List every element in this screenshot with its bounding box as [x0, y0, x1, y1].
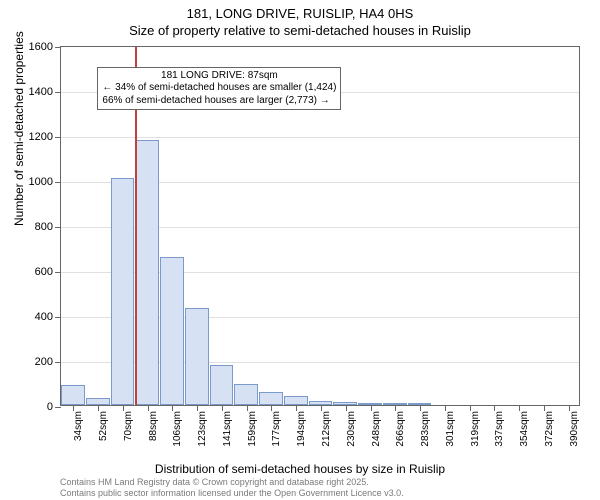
- x-tick-label: 266sqm: [395, 411, 406, 451]
- x-tick-label: 177sqm: [271, 411, 282, 451]
- x-tick-label: 159sqm: [247, 411, 258, 451]
- histogram-bar: [185, 308, 209, 405]
- footer-line: Contains HM Land Registry data © Crown c…: [60, 477, 404, 487]
- footer-attribution: Contains HM Land Registry data © Crown c…: [60, 477, 404, 498]
- y-tick: [55, 272, 61, 273]
- histogram-bar: [111, 178, 135, 405]
- y-tick: [55, 407, 61, 408]
- chart-title-sub: Size of property relative to semi-detach…: [0, 21, 600, 38]
- histogram-bar: [86, 398, 110, 405]
- y-tick: [55, 227, 61, 228]
- y-tick: [55, 182, 61, 183]
- y-tick-label: 600: [35, 266, 53, 278]
- x-tick-label: 106sqm: [172, 411, 183, 451]
- footer-line: Contains public sector information licen…: [60, 488, 404, 498]
- x-tick-label: 354sqm: [519, 411, 530, 451]
- y-tick: [55, 362, 61, 363]
- histogram-bar: [61, 385, 85, 405]
- annotation-box: 181 LONG DRIVE: 87sqm← 34% of semi-detac…: [97, 67, 341, 111]
- x-tick-label: 283sqm: [420, 411, 431, 451]
- chart-title-main: 181, LONG DRIVE, RUISLIP, HA4 0HS: [0, 0, 600, 21]
- histogram-bar: [259, 392, 283, 406]
- x-axis-label: Distribution of semi-detached houses by …: [0, 462, 600, 476]
- y-tick: [55, 137, 61, 138]
- y-tick-label: 1200: [29, 131, 53, 143]
- histogram-bar: [160, 257, 184, 406]
- y-tick-label: 400: [35, 311, 53, 323]
- y-tick-label: 800: [35, 221, 53, 233]
- x-tick-label: 301sqm: [445, 411, 456, 451]
- x-tick-label: 372sqm: [544, 411, 555, 451]
- histogram-bar: [135, 140, 159, 406]
- histogram-bar: [234, 384, 258, 405]
- x-tick-label: 88sqm: [148, 411, 159, 451]
- x-tick-label: 194sqm: [296, 411, 307, 451]
- x-tick-label: 123sqm: [197, 411, 208, 451]
- y-tick: [55, 47, 61, 48]
- annotation-line: 66% of semi-detached houses are larger (…: [102, 95, 336, 108]
- y-tick: [55, 317, 61, 318]
- x-tick-label: 248sqm: [371, 411, 382, 451]
- x-tick-label: 52sqm: [98, 411, 109, 451]
- y-tick: [55, 92, 61, 93]
- gridline: [61, 137, 579, 138]
- y-tick-label: 1000: [29, 176, 53, 188]
- annotation-line: ← 34% of semi-detached houses are smalle…: [102, 82, 336, 95]
- annotation-line: 181 LONG DRIVE: 87sqm: [102, 70, 336, 83]
- x-tick-label: 337sqm: [494, 411, 505, 451]
- x-tick-label: 141sqm: [222, 411, 233, 451]
- x-tick-label: 230sqm: [346, 411, 357, 451]
- histogram-bar: [210, 365, 234, 406]
- x-tick-label: 319sqm: [470, 411, 481, 451]
- x-tick-label: 212sqm: [321, 411, 332, 451]
- y-tick-label: 1600: [29, 41, 53, 53]
- chart-container: 181, LONG DRIVE, RUISLIP, HA4 0HS Size o…: [0, 0, 600, 500]
- x-tick-label: 390sqm: [569, 411, 580, 451]
- y-tick-label: 200: [35, 356, 53, 368]
- x-tick-label: 34sqm: [73, 411, 84, 451]
- y-tick-label: 1400: [29, 86, 53, 98]
- x-tick-label: 70sqm: [123, 411, 134, 451]
- y-tick-label: 0: [47, 401, 53, 413]
- histogram-bar: [284, 396, 308, 405]
- plot-area: 0200400600800100012001400160034sqm52sqm7…: [60, 46, 580, 406]
- y-axis-label: Number of semi-detached properties: [12, 31, 26, 226]
